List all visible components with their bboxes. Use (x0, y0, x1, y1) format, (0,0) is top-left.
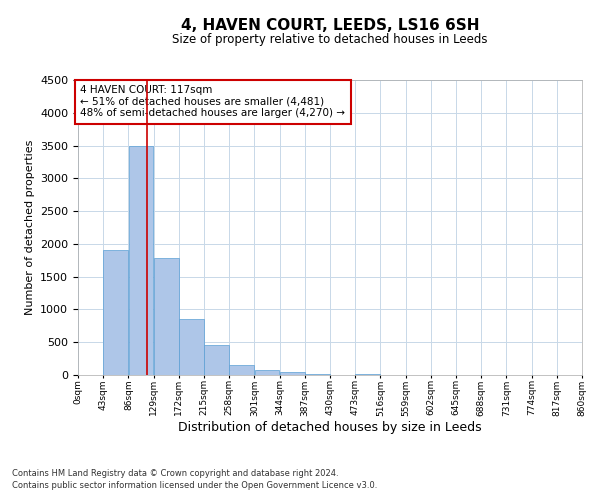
Bar (280, 372, 305, 375)
Text: 4 HAVEN COURT: 117sqm
← 51% of detached houses are smaller (4,481)
48% of semi-d: 4 HAVEN COURT: 117sqm ← 51% of detached … (80, 85, 346, 118)
Bar (103, 250, 128, 375)
Bar (154, 258, 179, 375)
Text: Size of property relative to detached houses in Leeds: Size of property relative to detached ho… (172, 32, 488, 46)
Bar (204, 345, 229, 375)
Text: Contains HM Land Registry data © Crown copyright and database right 2024.: Contains HM Land Registry data © Crown c… (12, 468, 338, 477)
Bar (355, 374, 380, 375)
Text: Contains public sector information licensed under the Open Government Licence v3: Contains public sector information licen… (12, 481, 377, 490)
Bar (254, 370, 280, 375)
Text: 4, HAVEN COURT, LEEDS, LS16 6SH: 4, HAVEN COURT, LEEDS, LS16 6SH (181, 18, 479, 32)
Bar (179, 320, 204, 375)
Bar (305, 374, 330, 375)
Bar (128, 146, 154, 375)
Y-axis label: Number of detached properties: Number of detached properties (25, 140, 35, 315)
Bar (229, 364, 254, 375)
X-axis label: Distribution of detached houses by size in Leeds: Distribution of detached houses by size … (178, 421, 482, 434)
